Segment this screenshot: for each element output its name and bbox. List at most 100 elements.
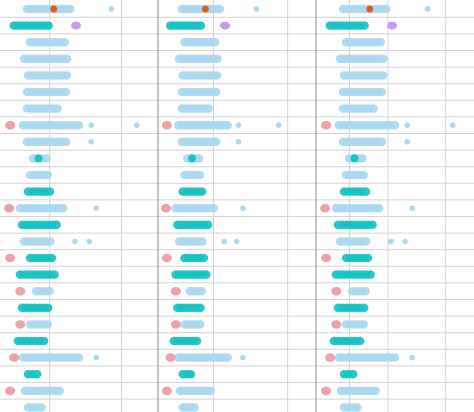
data-point <box>74 120 84 130</box>
data-point <box>197 237 207 246</box>
chart-panel-1 <box>0 0 158 412</box>
outlier-point <box>409 205 416 211</box>
data-point <box>368 104 378 113</box>
outlier-point <box>402 238 408 245</box>
data-point <box>195 170 205 180</box>
outlier-point <box>72 238 78 245</box>
data-point <box>195 320 205 329</box>
data-point <box>52 104 62 113</box>
data-point <box>208 203 219 213</box>
highlight-point <box>15 320 26 329</box>
highlight-point <box>15 286 26 296</box>
highlight-point <box>220 21 231 30</box>
highlight-point <box>5 253 16 263</box>
data-point <box>361 237 371 246</box>
data-point <box>361 187 371 196</box>
data-point <box>58 203 68 213</box>
data-point <box>32 369 42 379</box>
outlier-point <box>134 122 140 128</box>
outlier-point <box>253 6 260 12</box>
data-point <box>197 187 207 196</box>
data-point <box>365 270 375 279</box>
data-point <box>375 37 386 47</box>
data-point <box>59 37 70 47</box>
data-point <box>358 170 369 180</box>
data-point <box>43 21 53 30</box>
outlier-point <box>108 6 115 12</box>
chart-panel-2 <box>157 0 316 412</box>
data-point <box>199 253 209 263</box>
data-point <box>54 386 64 396</box>
data-point <box>355 336 365 346</box>
data-point <box>43 303 53 313</box>
highlight-point <box>34 154 43 163</box>
data-point <box>192 336 202 346</box>
highlight-point <box>321 120 332 130</box>
data-point <box>390 353 400 362</box>
data-point <box>203 220 213 230</box>
data-point <box>61 137 71 147</box>
highlight-point <box>321 386 332 396</box>
highlight-point <box>161 253 172 263</box>
data-point <box>359 303 369 313</box>
highlight-point <box>331 320 342 329</box>
data-point <box>212 54 222 64</box>
outlier-point <box>450 122 456 128</box>
highlight-point <box>331 286 342 296</box>
data-point <box>381 4 391 14</box>
outlier-point <box>388 238 394 245</box>
outlier-point <box>235 122 242 128</box>
data-point <box>377 137 387 147</box>
highlight-point <box>320 203 331 213</box>
data-point <box>222 120 232 130</box>
outlier-point <box>404 139 411 145</box>
outlier-point <box>233 238 240 245</box>
data-point <box>41 154 51 163</box>
highlight-point <box>161 203 172 213</box>
data-point <box>210 37 220 47</box>
highlight-point <box>350 154 359 163</box>
data-point <box>367 220 377 230</box>
data-point <box>51 220 61 230</box>
highlight-point <box>5 120 16 130</box>
data-point <box>378 71 388 80</box>
data-point <box>378 54 388 64</box>
data-point <box>370 386 380 396</box>
data-point <box>360 286 370 296</box>
outlier-point <box>424 6 431 12</box>
data-point <box>185 369 196 379</box>
data-point <box>49 270 59 279</box>
data-point <box>47 253 57 263</box>
outlier-point <box>88 139 94 145</box>
data-point <box>42 170 53 180</box>
highlight-point <box>321 253 332 263</box>
outlier-point <box>240 205 246 211</box>
data-point <box>222 353 232 362</box>
highlight-point <box>161 386 172 396</box>
highlight-point <box>170 286 181 296</box>
outlier-point <box>404 122 411 128</box>
data-point <box>390 120 400 130</box>
outlier-point <box>93 354 100 361</box>
data-point <box>61 87 71 97</box>
data-point <box>45 187 55 196</box>
highlight-point <box>325 353 336 362</box>
data-point <box>359 21 369 30</box>
highlight-point <box>4 203 15 213</box>
data-point <box>352 403 362 412</box>
data-point <box>194 154 204 163</box>
outlier-point <box>221 238 227 245</box>
data-point <box>211 87 221 97</box>
data-point <box>363 253 373 263</box>
data-point <box>212 71 222 80</box>
outlier-point <box>409 354 416 361</box>
outlier-point <box>88 122 94 128</box>
data-point <box>377 87 387 97</box>
data-point <box>205 386 215 396</box>
highlight-point <box>201 5 209 13</box>
highlight-point <box>187 154 196 163</box>
highlight-point <box>50 5 58 13</box>
highlight-point <box>9 353 20 362</box>
data-point <box>211 137 221 147</box>
